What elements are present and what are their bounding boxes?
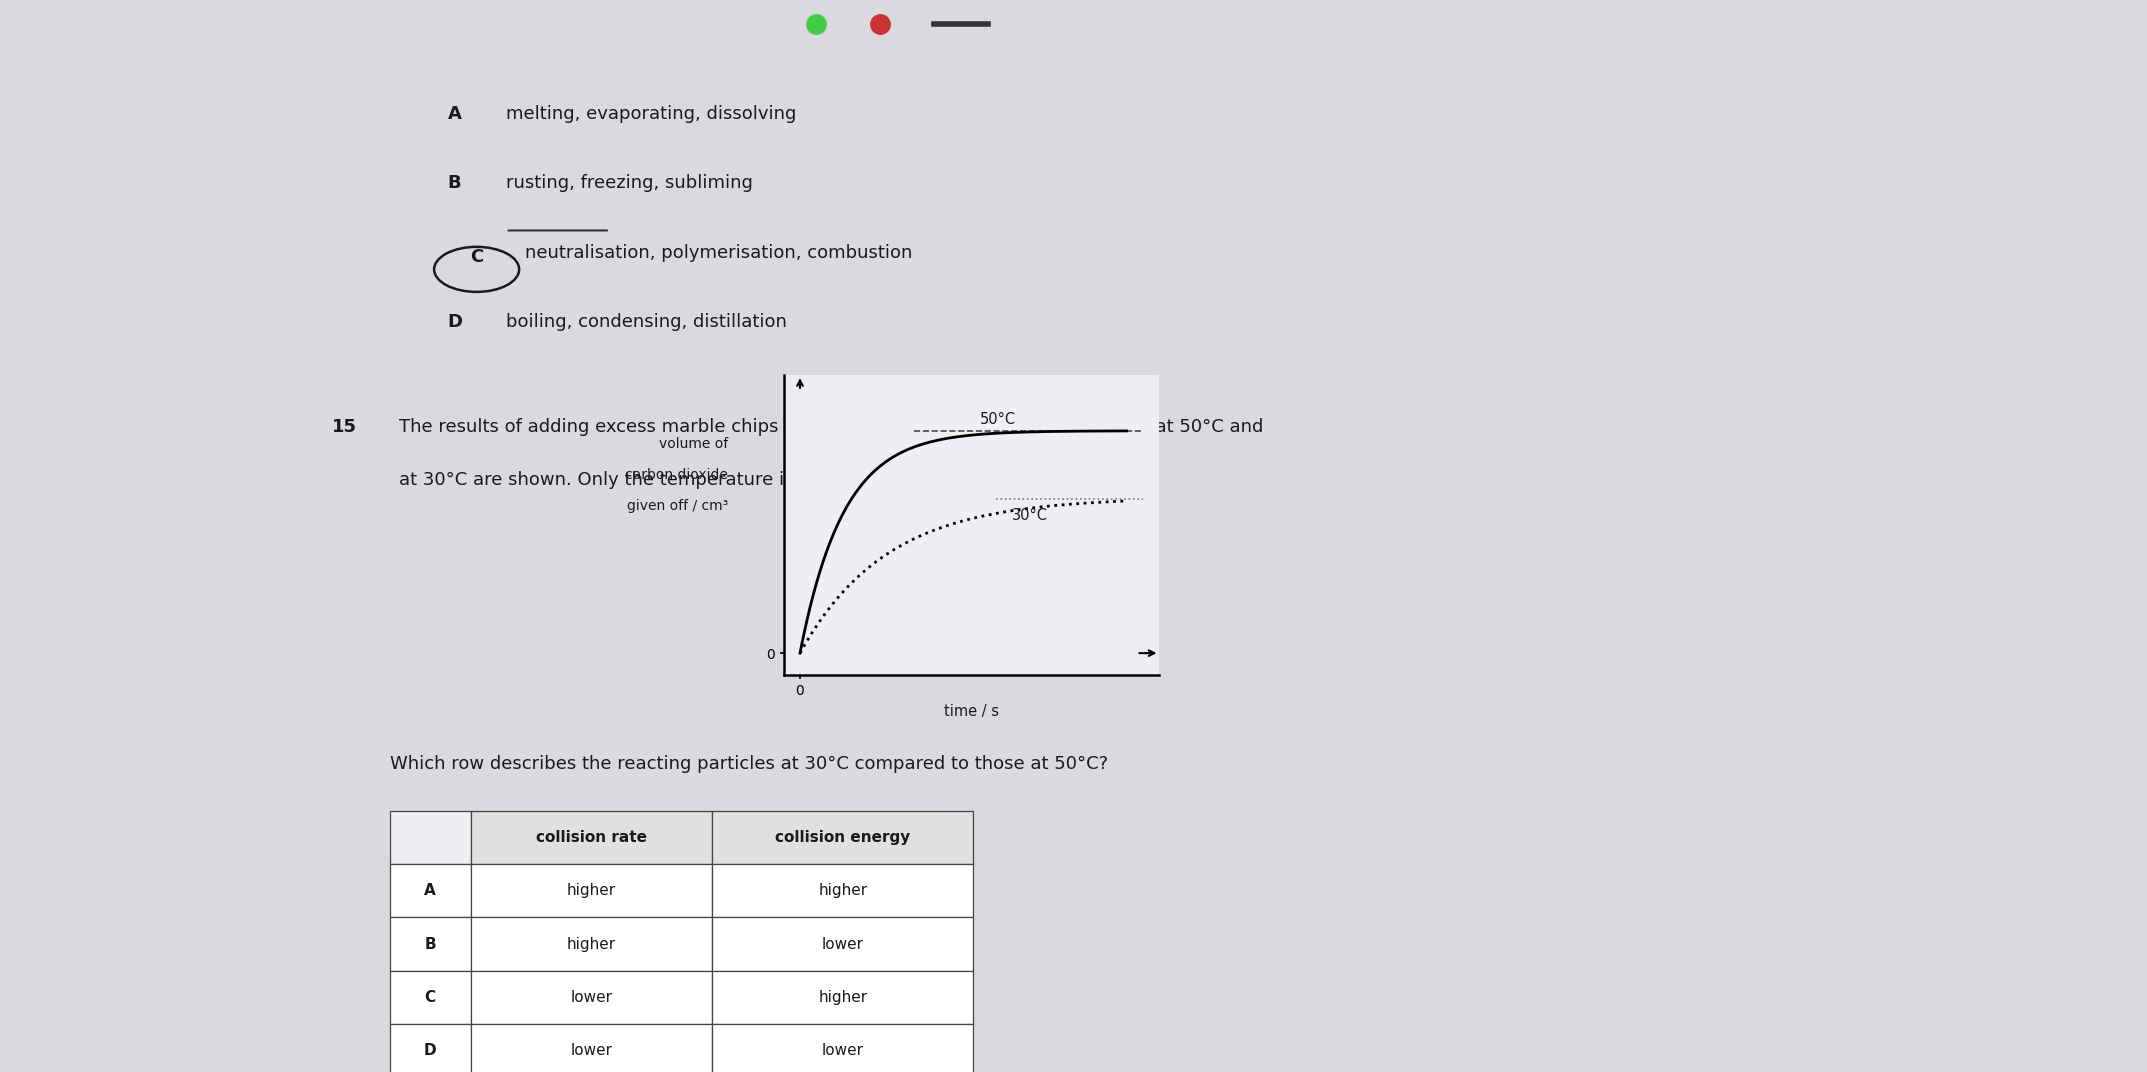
Text: 15: 15 — [331, 418, 356, 436]
Text: rusting, freezing, subliming: rusting, freezing, subliming — [507, 174, 751, 192]
FancyBboxPatch shape — [391, 1024, 470, 1072]
Text: lower: lower — [822, 1043, 863, 1058]
Text: higher: higher — [818, 883, 867, 898]
Text: A: A — [425, 883, 436, 898]
Text: The results of adding excess marble chips (calcium carbonate) to hydrochloric ac: The results of adding excess marble chip… — [399, 418, 1265, 436]
Text: collision rate: collision rate — [537, 830, 646, 845]
FancyBboxPatch shape — [470, 810, 713, 864]
Text: collision energy: collision energy — [775, 830, 910, 845]
Text: neutralisation, polymerisation, combustion: neutralisation, polymerisation, combusti… — [524, 243, 912, 262]
Text: C: C — [425, 989, 436, 1004]
Text: at 30°C are shown. Only the temperature is changed.: at 30°C are shown. Only the temperature … — [399, 471, 882, 489]
FancyBboxPatch shape — [470, 864, 713, 918]
FancyBboxPatch shape — [470, 1024, 713, 1072]
Text: higher: higher — [567, 883, 616, 898]
Text: boiling, condensing, distillation: boiling, condensing, distillation — [507, 313, 786, 331]
FancyBboxPatch shape — [391, 810, 470, 864]
FancyBboxPatch shape — [470, 970, 713, 1024]
Text: lower: lower — [571, 989, 612, 1004]
Text: higher: higher — [567, 937, 616, 952]
Text: 30°C: 30°C — [1013, 508, 1048, 523]
Text: higher: higher — [818, 989, 867, 1004]
Text: A: A — [447, 105, 462, 122]
FancyBboxPatch shape — [713, 970, 973, 1024]
FancyBboxPatch shape — [713, 810, 973, 864]
Text: carbon dioxide: carbon dioxide — [625, 468, 728, 482]
FancyBboxPatch shape — [713, 1024, 973, 1072]
FancyBboxPatch shape — [391, 918, 470, 970]
Text: B: B — [425, 937, 436, 952]
Text: D: D — [447, 313, 462, 331]
X-axis label: time / s: time / s — [945, 704, 998, 719]
FancyBboxPatch shape — [391, 864, 470, 918]
Text: lower: lower — [822, 937, 863, 952]
Text: C: C — [470, 248, 483, 266]
Text: lower: lower — [571, 1043, 612, 1058]
FancyBboxPatch shape — [391, 970, 470, 1024]
Text: D: D — [423, 1043, 436, 1058]
Text: volume of: volume of — [659, 437, 728, 451]
Text: B: B — [447, 174, 462, 192]
Text: melting, evaporating, dissolving: melting, evaporating, dissolving — [507, 105, 797, 122]
FancyBboxPatch shape — [713, 864, 973, 918]
Text: 50°C: 50°C — [979, 412, 1016, 427]
FancyBboxPatch shape — [470, 918, 713, 970]
Text: given off / cm³: given off / cm³ — [627, 498, 728, 512]
FancyBboxPatch shape — [713, 918, 973, 970]
Text: Which row describes the reacting particles at 30°C compared to those at 50°C?: Which row describes the reacting particl… — [391, 755, 1108, 773]
